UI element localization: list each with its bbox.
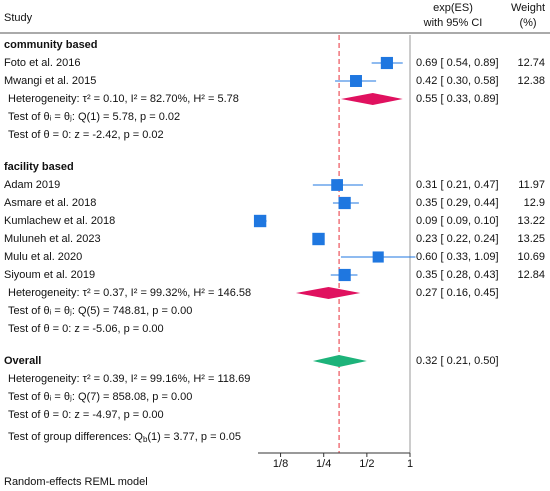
x-tick-label: 1 bbox=[407, 458, 413, 470]
group-test-text: Test of group differences: Q bbox=[8, 431, 143, 443]
group-test-text: (1) = 3.77, p = 0.05 bbox=[147, 431, 241, 443]
study-weight: 13.25 bbox=[517, 233, 545, 245]
study-ci-label: 0.35 [ 0.29, 0.44] bbox=[416, 197, 499, 209]
summary-ci-label: 0.55 [ 0.33, 0.89] bbox=[416, 93, 499, 105]
overall-name: Overall bbox=[4, 355, 41, 367]
header-es: with 95% CI bbox=[423, 17, 483, 29]
study-weight: 12.74 bbox=[517, 57, 545, 69]
study-marker bbox=[331, 179, 343, 191]
study-ci-label: 0.23 [ 0.22, 0.24] bbox=[416, 233, 499, 245]
study-marker bbox=[338, 268, 351, 282]
header-weight: (%) bbox=[519, 17, 536, 29]
group-name: community based bbox=[4, 39, 98, 51]
study-name: Mwangi et al. 2015 bbox=[4, 75, 96, 87]
summary-diamond bbox=[340, 93, 403, 105]
study-name: Asmare et al. 2018 bbox=[4, 197, 96, 209]
study-marker bbox=[312, 232, 325, 246]
group-test-subscript: b bbox=[143, 435, 148, 444]
heterogeneity: Heterogeneity: τ² = 0.10, I² = 82.70%, H… bbox=[8, 93, 239, 105]
study-name: Siyoum et al. 2019 bbox=[4, 269, 95, 281]
summary-diamond bbox=[295, 287, 361, 299]
study-weight: 11.97 bbox=[518, 179, 545, 191]
test-homogeneity: Test of θᵢ = θⱼ: Q(5) = 748.81, p = 0.00 bbox=[8, 305, 192, 317]
summary-ci-label: 0.32 [ 0.21, 0.50] bbox=[416, 355, 499, 367]
header-es: exp(ES) bbox=[433, 2, 473, 14]
study-ci-label: 0.69 [ 0.54, 0.89] bbox=[416, 57, 499, 69]
test-effect: Test of θ = 0: z = -5.06, p = 0.00 bbox=[8, 323, 164, 335]
test-homogeneity: Test of θᵢ = θⱼ: Q(7) = 858.08, p = 0.00 bbox=[8, 391, 192, 403]
study-ci-label: 0.31 [ 0.21, 0.47] bbox=[416, 179, 499, 191]
study-name: Muluneh et al. 2023 bbox=[4, 233, 101, 245]
test-effect: Test of θ = 0: z = -4.97, p = 0.00 bbox=[8, 409, 164, 421]
study-name: Adam 2019 bbox=[4, 179, 60, 191]
study-name: Mulu et al. 2020 bbox=[4, 251, 82, 263]
study-marker bbox=[338, 196, 351, 210]
summary-diamond bbox=[312, 355, 367, 367]
study-weight: 13.22 bbox=[517, 215, 545, 227]
header-study: Study bbox=[4, 12, 33, 24]
x-tick-label: 1/2 bbox=[359, 458, 374, 470]
x-tick-label: 1/4 bbox=[316, 458, 331, 470]
test-homogeneity: Test of θᵢ = θⱼ: Q(1) = 5.78, p = 0.02 bbox=[8, 111, 180, 123]
summary-ci-label: 0.27 [ 0.16, 0.45] bbox=[416, 287, 499, 299]
group-name: facility based bbox=[4, 161, 74, 173]
study-marker bbox=[350, 75, 362, 87]
study-weight: 10.69 bbox=[517, 251, 545, 263]
study-ci-label: 0.35 [ 0.28, 0.43] bbox=[416, 269, 499, 281]
study-marker bbox=[380, 56, 393, 70]
study-name: Kumlachew et al. 2018 bbox=[4, 215, 115, 227]
study-marker bbox=[372, 251, 384, 263]
study-weight: 12.9 bbox=[524, 197, 545, 209]
study-ci-label: 0.42 [ 0.30, 0.58] bbox=[416, 75, 499, 87]
x-tick-label: 1/8 bbox=[273, 458, 288, 470]
footnote: Random-effects REML model bbox=[4, 476, 148, 488]
study-marker bbox=[253, 214, 267, 228]
heterogeneity: Heterogeneity: τ² = 0.39, I² = 99.16%, H… bbox=[8, 373, 250, 385]
study-ci-label: 0.60 [ 0.33, 1.09] bbox=[416, 251, 499, 263]
heterogeneity: Heterogeneity: τ² = 0.37, I² = 99.32%, H… bbox=[8, 287, 251, 299]
study-name: Foto et al. 2016 bbox=[4, 57, 80, 69]
study-ci-label: 0.09 [ 0.09, 0.10] bbox=[416, 215, 499, 227]
study-weight: 12.38 bbox=[517, 75, 545, 87]
test-effect: Test of θ = 0: z = -2.42, p = 0.02 bbox=[8, 129, 164, 141]
header-weight: Weight bbox=[511, 2, 545, 14]
study-weight: 12.84 bbox=[517, 269, 545, 281]
group-test: Test of group differences: Qb(1) = 3.77,… bbox=[8, 431, 241, 444]
